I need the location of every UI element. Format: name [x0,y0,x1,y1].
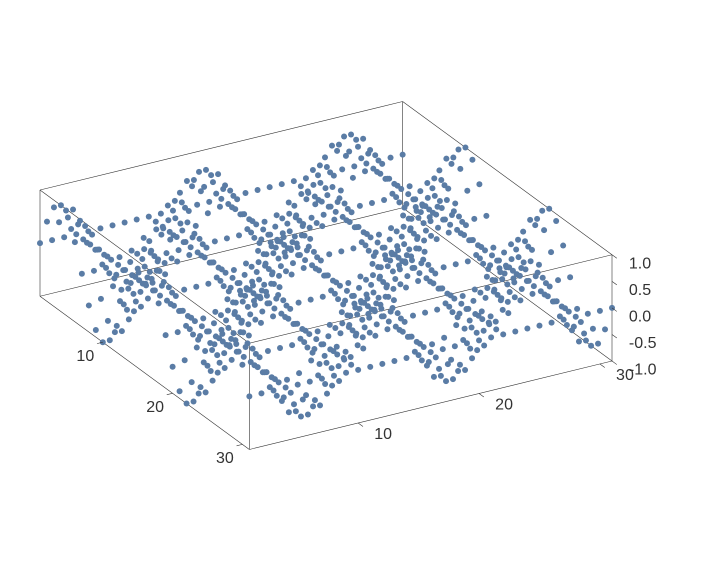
scatter3d-plot: 102030102030-1.0-0.50.00.51.0 [0,0,722,581]
svg-text:0.5: 0.5 [629,282,651,299]
svg-text:20: 20 [146,399,164,416]
svg-text:1.0: 1.0 [629,255,651,272]
svg-text:-0.5: -0.5 [629,335,657,352]
svg-text:0.0: 0.0 [629,309,651,326]
axis-ticks [97,255,617,446]
svg-text:-1.0: -1.0 [629,362,657,379]
svg-text:20: 20 [495,396,513,413]
svg-text:30: 30 [216,450,234,467]
svg-text:10: 10 [76,348,94,365]
svg-text:10: 10 [374,426,392,443]
scatter-points [37,132,615,420]
